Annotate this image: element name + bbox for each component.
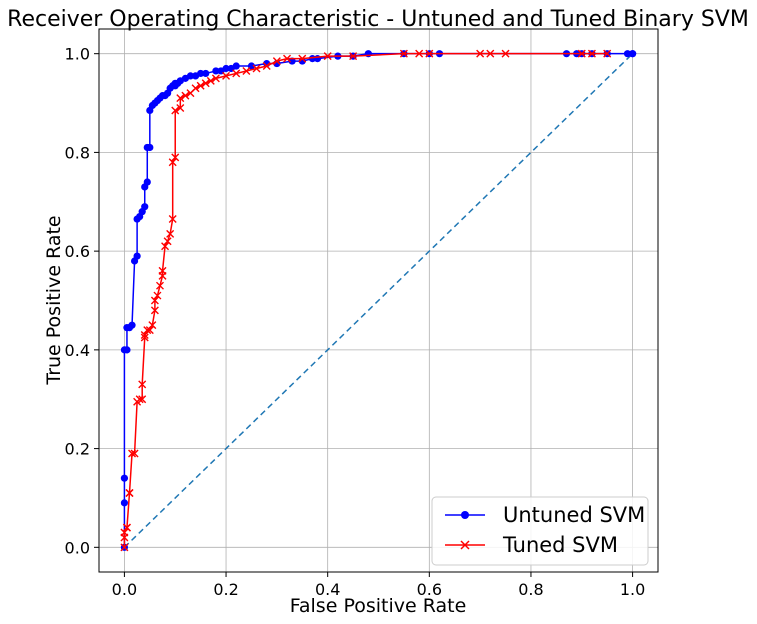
chance-diagonal-line bbox=[123, 53, 634, 548]
data-point bbox=[206, 76, 215, 85]
data-point bbox=[130, 449, 139, 458]
data-point bbox=[143, 178, 151, 186]
data-point bbox=[176, 94, 185, 103]
legend-label-untuned: Untuned SVM bbox=[503, 503, 645, 527]
data-point bbox=[181, 91, 190, 100]
y-tick-label: 0.2 bbox=[65, 440, 90, 459]
data-point bbox=[212, 67, 220, 75]
data-point bbox=[176, 103, 185, 112]
data-point bbox=[252, 64, 261, 73]
data-point bbox=[123, 346, 131, 354]
data-point bbox=[283, 54, 292, 63]
y-axis-title: True Positive Rate bbox=[43, 215, 65, 385]
data-point bbox=[197, 69, 205, 78]
data-point bbox=[128, 449, 137, 458]
x-tick-label: 0.4 bbox=[315, 580, 340, 599]
y-tick-label: 0.6 bbox=[65, 242, 90, 261]
data-point bbox=[155, 281, 164, 290]
series-layer bbox=[120, 49, 637, 552]
data-point bbox=[171, 106, 180, 115]
data-point bbox=[138, 380, 147, 389]
data-point bbox=[298, 54, 307, 63]
data-point bbox=[323, 52, 332, 61]
data-point bbox=[425, 49, 434, 58]
data-point bbox=[158, 266, 167, 275]
data-point bbox=[171, 153, 180, 162]
data-point bbox=[501, 49, 510, 58]
plot-frame bbox=[98, 28, 659, 573]
data-point bbox=[628, 50, 637, 58]
chart-title: Receiver Operating Characteristic - Untu… bbox=[7, 7, 749, 32]
data-point bbox=[138, 395, 147, 404]
data-point bbox=[168, 215, 177, 224]
data-point bbox=[603, 49, 612, 58]
data-point bbox=[163, 237, 172, 246]
data-point bbox=[161, 242, 170, 251]
data-point bbox=[150, 296, 159, 305]
legend: Untuned SVM Tuned SVM bbox=[431, 496, 649, 566]
x-axis-ticks: 0.0 0.2 0.4 0.6 0.8 1.0 bbox=[112, 572, 645, 599]
y-tick-label: 0.8 bbox=[65, 143, 90, 162]
data-point bbox=[168, 158, 177, 167]
data-point bbox=[222, 64, 230, 73]
data-point bbox=[196, 81, 205, 90]
y-axis-ticks: 0.0 0.2 0.4 0.6 0.8 1.0 bbox=[65, 45, 99, 557]
data-point bbox=[133, 252, 141, 260]
data-point bbox=[120, 499, 129, 507]
x-tick-label: 0.0 bbox=[112, 580, 137, 599]
chance-line-layer bbox=[123, 53, 634, 548]
x-axis-title: False Positive Rate bbox=[290, 595, 467, 617]
data-point bbox=[153, 291, 162, 300]
data-point bbox=[476, 49, 485, 58]
data-point bbox=[587, 49, 596, 58]
data-point bbox=[415, 49, 424, 58]
data-point bbox=[166, 229, 175, 238]
data-point bbox=[141, 203, 149, 211]
x-tick-label: 1.0 bbox=[620, 580, 645, 599]
data-point bbox=[122, 523, 131, 532]
data-point bbox=[150, 306, 159, 315]
legend-marker-untuned bbox=[461, 511, 469, 519]
data-point bbox=[262, 62, 271, 71]
data-point bbox=[232, 62, 240, 70]
data-point bbox=[577, 49, 586, 58]
data-point bbox=[125, 489, 134, 498]
data-point bbox=[120, 543, 129, 552]
data-point bbox=[202, 69, 210, 78]
data-point bbox=[222, 71, 231, 80]
data-point bbox=[140, 333, 149, 342]
data-point bbox=[399, 49, 408, 58]
data-point bbox=[148, 321, 157, 330]
data-point bbox=[211, 74, 220, 83]
data-point bbox=[120, 474, 129, 482]
data-point bbox=[349, 52, 358, 61]
data-point bbox=[191, 84, 200, 93]
legend-marker-tuned bbox=[460, 540, 470, 550]
series-tuned bbox=[120, 49, 612, 552]
data-point bbox=[232, 69, 241, 78]
data-point bbox=[272, 57, 281, 66]
data-point bbox=[145, 326, 154, 335]
y-tick-label: 0.4 bbox=[65, 341, 90, 360]
legend-box bbox=[431, 496, 649, 566]
x-tick-label: 0.8 bbox=[518, 580, 543, 599]
x-tick-label: 0.2 bbox=[213, 580, 238, 599]
y-tick-label: 0.0 bbox=[65, 538, 90, 557]
grid bbox=[99, 29, 658, 572]
data-point bbox=[186, 72, 195, 80]
legend-label-tuned: Tuned SVM bbox=[502, 533, 618, 557]
data-point bbox=[146, 143, 154, 152]
data-point bbox=[128, 321, 136, 329]
y-tick-label: 1.0 bbox=[65, 45, 90, 64]
data-point bbox=[486, 49, 495, 58]
data-point bbox=[242, 66, 251, 75]
x-tick-label: 0.6 bbox=[417, 580, 442, 599]
data-point bbox=[313, 55, 322, 63]
data-point bbox=[120, 528, 129, 537]
data-point bbox=[201, 79, 210, 88]
data-point bbox=[623, 50, 632, 58]
data-point bbox=[135, 395, 144, 404]
